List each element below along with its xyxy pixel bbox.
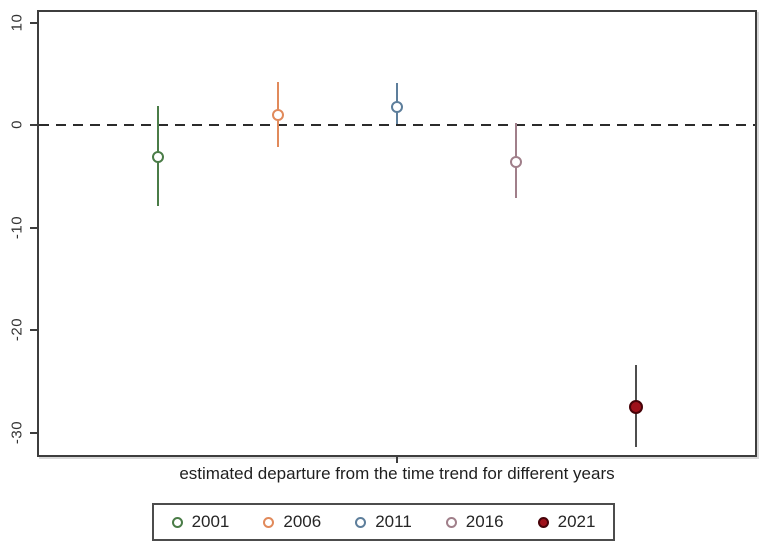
y-axis-tick-mark	[30, 329, 37, 331]
legend-item-2001: 2001	[171, 512, 230, 532]
point-marker-2021	[628, 399, 643, 414]
point-marker-2001	[152, 150, 165, 163]
y-axis-tick-label: 0	[8, 120, 26, 129]
legend-item-2016: 2016	[445, 512, 504, 532]
legend-marker-icon	[263, 516, 275, 528]
y-axis-tick-label: -10	[8, 215, 26, 239]
point-marker-2016	[510, 155, 523, 168]
x-axis-title: estimated departure from the time trend …	[179, 464, 615, 483]
x-axis-tick-mark	[396, 457, 398, 463]
zero-reference-line	[39, 124, 755, 126]
point-marker-2011	[391, 100, 403, 113]
legend-label: 2001	[191, 512, 230, 531]
legend-item-2006: 2006	[263, 512, 321, 532]
legend-wrap: 2001 2006 2011 2016 2021	[0, 503, 767, 541]
legend-label: 2011	[375, 512, 412, 531]
legend-label: 2016	[465, 512, 504, 531]
legend-marker-icon	[445, 516, 457, 528]
y-axis-tick-mark	[30, 431, 37, 434]
legend-item-2021: 2021	[537, 512, 596, 532]
legend-box: 2001 2006 2011 2016 2021	[151, 503, 616, 541]
plot-area: 10 0 -10 -20 -30	[9, 10, 757, 463]
legend-marker-icon	[171, 516, 183, 528]
y-axis-tick-label: 10	[8, 13, 26, 31]
legend-marker-icon	[355, 516, 367, 528]
legend-label: 2021	[557, 512, 596, 531]
legend-marker-icon	[537, 516, 549, 528]
y-axis-tick-mark	[30, 226, 37, 229]
point-marker-2006	[271, 108, 284, 121]
y-axis-tick-label: -20	[8, 317, 26, 342]
y-axis-tick-label: -30	[8, 420, 26, 444]
legend-item-2011: 2011	[355, 512, 412, 532]
legend-label: 2006	[283, 512, 322, 531]
y-axis-tick-mark	[30, 124, 37, 126]
y-axis-tick-mark	[30, 21, 37, 24]
